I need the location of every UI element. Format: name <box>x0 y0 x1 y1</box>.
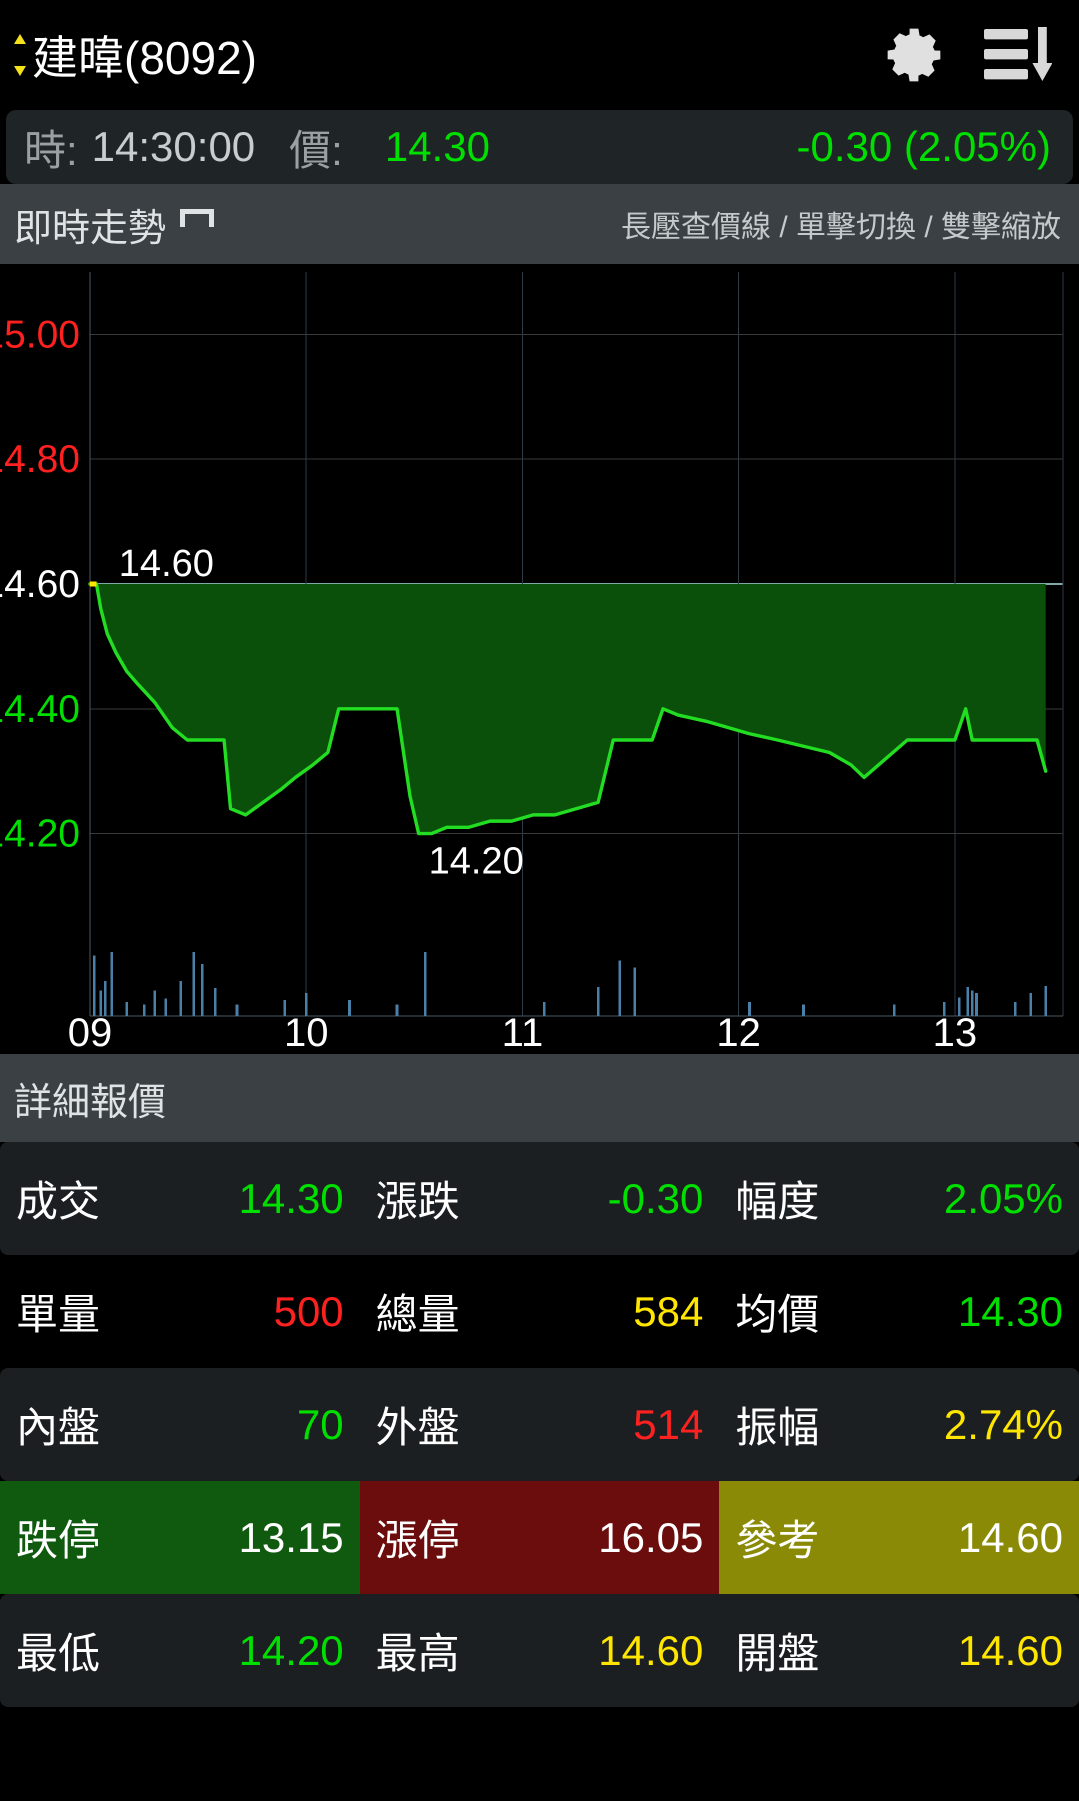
price-limit-cell: 跌停 13.15 <box>0 1481 360 1594</box>
quote-cell: 均價 14.30 <box>719 1255 1079 1368</box>
quote-cell-value: 14.60 <box>957 1626 1064 1674</box>
table-row: 成交 14.30 漲跌 -0.30 幅度 2.05% <box>0 1142 1079 1255</box>
quote-cell-label: 最低 <box>16 1630 101 1677</box>
price-limit-row: 跌停 13.15 漲停 16.05 參考 14.60 <box>0 1481 1079 1594</box>
detail-quote-table: 成交 14.30 漲跌 -0.30 幅度 2.05% 單量 500 總量 584 均價 14.30 內盤… <box>0 1142 1079 1707</box>
quote-cell-label: 漲跌 <box>375 1178 460 1225</box>
svg-text:14.40: 14.40 <box>0 688 80 731</box>
quote-cell-label: 最高 <box>375 1630 460 1677</box>
quote-cell-value: 584 <box>633 1287 704 1335</box>
chart-canvas[interactable]: 15.00 14.80 14.60 14.40 14.20 09 10 11 12 13 14.60… <box>0 264 1079 1054</box>
quote-cell-label: 總量 <box>375 1291 460 1338</box>
page-title: 建暐(8092) <box>32 32 257 84</box>
quote-cell-value: -0.30 <box>607 1174 704 1222</box>
quote-cell-label: 開盤 <box>735 1630 820 1677</box>
quote-cell-value: 514 <box>633 1400 704 1448</box>
quote-cell: 開盤 14.60 <box>719 1594 1079 1707</box>
price-value: 14.30 <box>384 123 490 170</box>
sort-descending-icon[interactable] <box>979 16 1057 94</box>
quote-cell-value: 14.60 <box>598 1626 704 1674</box>
svg-text:15.00: 15.00 <box>0 313 80 356</box>
svg-text:13: 13 <box>933 1011 978 1054</box>
price-limit-label: 參考 <box>735 1517 820 1564</box>
expand-icon[interactable] <box>180 209 215 239</box>
chart-section-header: 即時走勢 長壓查價線 / 單擊切換 / 雙擊縮放 <box>0 184 1079 264</box>
svg-text:10: 10 <box>284 1011 329 1054</box>
quote-cell-label: 單量 <box>16 1291 101 1338</box>
quote-cell-value: 14.30 <box>957 1287 1064 1335</box>
quote-cell: 最高 14.60 <box>360 1594 720 1707</box>
price-change-value: -0.30 (2.05%) <box>796 123 1051 170</box>
quote-cell: 外盤 514 <box>360 1368 720 1481</box>
quote-cell: 漲跌 -0.30 <box>360 1142 720 1255</box>
quote-cell-label: 成交 <box>16 1178 101 1225</box>
time-value: 14:30:00 <box>91 123 256 170</box>
realtime-quote-strip: 時: 14:30:00 價: 14.30 -0.30 (2.05%) <box>6 110 1073 184</box>
quote-cell-value: 2.05% <box>943 1174 1064 1222</box>
table-row: 單量 500 總量 584 均價 14.30 <box>0 1255 1079 1368</box>
quote-cell: 成交 14.30 <box>0 1142 360 1255</box>
svg-text:12: 12 <box>716 1011 761 1054</box>
app-title-bar: 建暐(8092) <box>0 0 1079 110</box>
quote-cell: 最低 14.20 <box>0 1594 360 1707</box>
time-label: 時: <box>24 126 78 174</box>
gear-icon[interactable] <box>875 16 953 94</box>
quote-cell-label: 振幅 <box>735 1404 820 1451</box>
quote-cell-value: 70 <box>296 1400 344 1448</box>
quote-cell-label: 均價 <box>735 1291 820 1338</box>
price-label: 價: <box>289 126 343 174</box>
quote-cell: 單量 500 <box>0 1255 360 1368</box>
price-limit-value: 14.60 <box>957 1513 1064 1561</box>
up-down-arrow-icon <box>12 32 26 78</box>
svg-text:14.80: 14.80 <box>0 438 80 481</box>
quote-cell-label: 幅度 <box>735 1178 820 1225</box>
svg-text:14.20: 14.20 <box>0 813 80 856</box>
svg-text:14.20: 14.20 <box>429 841 524 883</box>
table-row: 內盤 70 外盤 514 振幅 2.74% <box>0 1368 1079 1481</box>
svg-text:11: 11 <box>502 1011 544 1054</box>
chart-section-title: 即時走勢 <box>14 207 167 250</box>
quote-cell-value: 500 <box>273 1287 344 1335</box>
detail-quote-header: 詳細報價 <box>0 1054 1079 1142</box>
quote-cell-value: 14.30 <box>238 1174 344 1222</box>
detail-quote-title: 詳細報價 <box>14 1081 167 1124</box>
svg-text:09: 09 <box>68 1011 113 1054</box>
table-row: 最低 14.20 最高 14.60 開盤 14.60 <box>0 1594 1079 1707</box>
svg-text:14.60: 14.60 <box>0 563 80 606</box>
price-limit-value: 16.05 <box>598 1513 704 1561</box>
quote-cell: 總量 584 <box>360 1255 720 1368</box>
quote-cell: 振幅 2.74% <box>719 1368 1079 1481</box>
quote-cell-label: 內盤 <box>16 1404 101 1451</box>
price-limit-cell: 漲停 16.05 <box>359 1481 720 1594</box>
chart-gesture-hint: 長壓查價線 / 單擊切換 / 雙擊縮放 <box>620 211 1061 244</box>
quote-cell: 內盤 70 <box>0 1368 360 1481</box>
quote-cell-label: 外盤 <box>375 1404 460 1451</box>
price-limit-cell: 參考 14.60 <box>719 1481 1079 1594</box>
quote-cell-value: 14.20 <box>238 1626 344 1674</box>
price-limit-label: 跌停 <box>16 1517 101 1564</box>
quote-cell-value: 2.74% <box>943 1400 1064 1448</box>
price-limit-label: 漲停 <box>375 1517 460 1564</box>
price-limit-value: 13.15 <box>238 1513 344 1561</box>
intraday-chart[interactable]: 15.00 14.80 14.60 14.40 14.20 09 10 11 12 13 14.60… <box>0 264 1079 1054</box>
svg-text:14.60: 14.60 <box>119 543 214 585</box>
quote-cell: 幅度 2.05% <box>719 1142 1079 1255</box>
